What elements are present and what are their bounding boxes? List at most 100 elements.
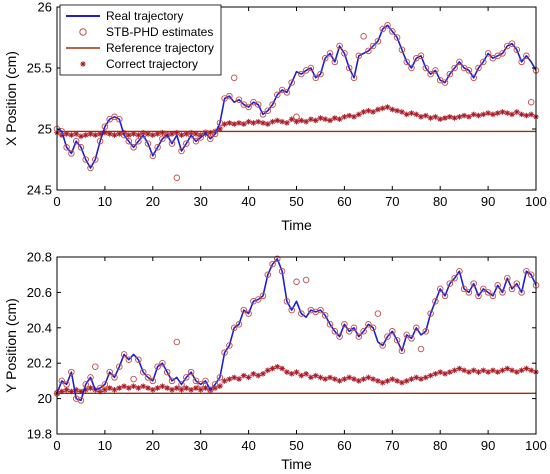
y-correct-point [164,385,170,391]
x-correct-point [418,114,424,120]
y-estimate-point [374,310,382,317]
x-correct-point [269,118,276,125]
x-estimate-point [288,79,295,86]
y-correct-point [346,374,353,381]
y-estimate-point [293,278,300,286]
y-estimate-point [144,374,152,381]
x-correct-point [82,132,89,138]
y-estimate-point [432,298,439,305]
y-estimate-point [254,296,262,303]
x-correct-point [178,132,185,138]
y-correct-point [279,365,285,372]
x-estimate-point [269,101,276,108]
x-estimate-point [393,34,401,41]
y-correct-point [130,383,137,390]
x-correct-point [303,118,309,125]
y-correct-point [408,376,415,382]
y-estimate-point [130,375,137,383]
x-estimate-point [264,107,272,114]
x-correct-point [298,117,305,124]
x-estimate-point [360,33,367,40]
y-xtick-label: 20 [146,438,160,453]
x-correct-point [394,107,400,114]
x-correct-point [288,116,295,122]
y-estimate-point [398,347,406,355]
legend: Real trajectory STB-PHD estimates Refere… [59,4,222,76]
y-correct-point [485,369,491,375]
y-estimate-point [298,310,305,317]
x-correct-point [241,121,247,127]
x-correct-point [293,118,300,125]
x-correct-point [370,109,376,115]
x-correct-point [475,112,482,119]
y-estimate-point [350,324,358,332]
y-correct-point [293,369,300,375]
legend-estimate-swatch [79,28,87,36]
x-correct-point [63,131,70,137]
x-estimate-point [341,50,348,57]
y-estimate-point [513,280,521,287]
y-correct-point [384,378,391,384]
x-correct-point [499,109,506,115]
x-correct-point [336,116,343,122]
x-correct-point [130,131,137,137]
y-correct-point [188,386,194,393]
x-estimate-point [432,67,439,74]
y-correct-point [154,385,161,391]
x-estimate-point [68,150,75,157]
x-estimate-point [446,70,454,78]
x-correct-point [446,114,453,120]
y-estimate-point [207,386,214,394]
y-correct-point [437,369,444,375]
x-correct-point [427,115,434,121]
y-estimate-point [240,306,248,314]
y-estimate-point [489,292,497,300]
x-estimate-point [211,130,219,138]
x-correct-point [154,131,161,137]
y-correct-point [150,386,156,393]
y-correct-point [178,386,185,393]
x-correct-point [264,121,271,127]
y-correct-point [159,383,166,390]
y-estimate-point [369,324,377,332]
y-correct-point [284,369,290,375]
y-estimate-point [68,368,75,376]
y-xtick-label: 10 [98,438,112,453]
y-correct-point [116,385,123,391]
x-estimate-point [139,131,147,139]
x-correct-point [456,114,463,120]
x-estimate-point [317,70,324,78]
y-correct-point [245,374,252,381]
x-correct-point [432,114,439,120]
x-correct-point [470,111,477,118]
y-xtick-label: 100 [525,438,547,453]
x-correct-point [331,115,338,121]
y-correct-point [451,367,458,374]
x-xtick-label: 0 [53,194,60,209]
y-estimate-point [168,377,176,385]
y-correct-point [183,385,190,391]
x-estimate-point [355,52,363,60]
x-correct-point [355,111,362,118]
y-correct-point [413,374,420,381]
y-correct-point [217,383,223,390]
x-estimate-point [230,74,238,82]
x-correct-point [274,117,281,124]
x-xtick-label: 40 [241,194,255,209]
x-correct-point [159,129,166,136]
y-correct-point [269,365,276,372]
y-correct-point [475,369,482,375]
y-estimate-point [82,381,89,388]
x-estimate-point [398,46,406,53]
x-estimate-point [379,25,386,33]
x-estimate-point [187,131,195,139]
y-correct-point [193,385,199,391]
x-correct-point [231,121,237,127]
x-correct-point [509,111,515,118]
x-estimate-point [336,42,343,50]
x-xtick-label: 80 [433,194,447,209]
y-estimate-point [101,381,109,388]
x-estimate-point [441,79,449,86]
legend-real-label: Real trajectory [106,9,183,23]
x-estimate-point [72,137,80,145]
